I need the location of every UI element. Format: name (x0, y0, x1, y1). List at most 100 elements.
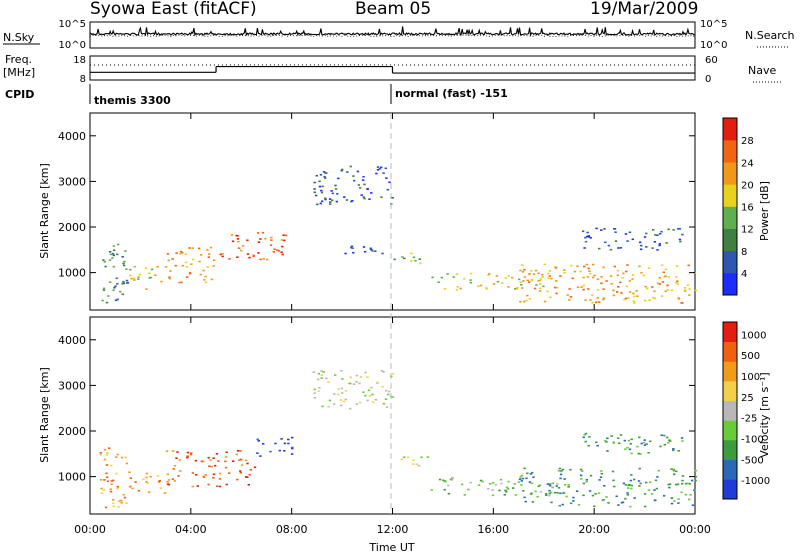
velocity-echo-cell (618, 442, 621, 444)
velocity-echo-cell (341, 392, 344, 394)
power-echo-cell (576, 286, 580, 288)
power-echo-cell (485, 287, 488, 289)
power-echo-cell (385, 177, 388, 179)
power-echo-cell (526, 279, 529, 282)
velocity-echo-cell (189, 453, 193, 456)
velocity-echo-cell (654, 479, 658, 482)
power-echo-cell (514, 288, 517, 290)
velocity-colorbar-swatch-6 (723, 361, 737, 382)
velocity-echo-cell (582, 494, 585, 497)
power-echo-cell (180, 281, 183, 284)
velocity-echo-cell (606, 450, 609, 452)
power-echo-cell (199, 254, 203, 256)
velocity-echo-cell (316, 378, 320, 381)
power-echo-cell (585, 263, 588, 266)
velocity-echo-cell (693, 489, 696, 491)
power-ytick-label-0: 1000 (58, 267, 86, 280)
power-echo-cell (619, 247, 623, 249)
power-echo-cell (660, 230, 663, 233)
velocity-echo-cell (688, 483, 692, 485)
power-echo-cell (537, 272, 540, 275)
power-echo-cell (341, 168, 344, 171)
velocity-echo-cell (212, 477, 215, 479)
power-echo-cell (418, 258, 421, 260)
velocity-echo-data (99, 370, 698, 509)
power-echo-cell (280, 239, 284, 241)
power-echo-cell (646, 287, 649, 290)
velocity-echo-cell (200, 460, 203, 463)
power-echo-cell (108, 281, 112, 283)
power-echo-cell (360, 194, 363, 196)
velocity-echo-cell (412, 459, 415, 461)
power-echo-cell (208, 253, 211, 255)
power-echo-cell (623, 298, 626, 301)
power-colorbar-tick-6: 28 (741, 136, 754, 147)
velocity-echo-cell (600, 470, 603, 472)
velocity-echo-cell (594, 493, 597, 495)
velocity-echo-cell (669, 440, 672, 442)
power-colorbar-tick-1: 8 (741, 247, 747, 258)
velocity-echo-cell (269, 450, 272, 453)
velocity-echo-cell (341, 378, 344, 380)
velocity-echo-cell (145, 481, 148, 483)
velocity-echo-cell (643, 444, 647, 446)
velocity-echo-cell (325, 377, 328, 380)
power-echo-cell (644, 285, 647, 288)
freq-trace (90, 64, 695, 74)
velocity-echo-cell (117, 506, 120, 508)
velocity-echo-cell (551, 486, 554, 489)
power-echo-cell (108, 251, 112, 253)
velocity-echo-cell (178, 459, 181, 461)
power-echo-cell (370, 248, 373, 251)
velocity-echo-cell (112, 502, 115, 505)
velocity-echo-cell (244, 476, 248, 478)
power-colorbar-tick-2: 12 (741, 225, 754, 236)
velocity-colorbar: 1000 500 100 25 -25 -100 -500 -1000 (722, 321, 770, 500)
power-echo-cell (596, 278, 600, 280)
velocity-echo-cell (204, 474, 207, 476)
velocity-echo-cell (491, 489, 494, 491)
time-axis-ticks: 00:00 04:00 08:00 12:00 16:00 20:00 00:00 (74, 113, 711, 536)
velocity-echo-cell (327, 381, 330, 383)
power-echo-cell (185, 266, 188, 268)
power-echo-cell (683, 287, 687, 289)
velocity-echo-cell (129, 477, 132, 479)
velocity-echo-cell (239, 470, 242, 472)
power-echo-cell (550, 277, 553, 280)
power-echo-cell (282, 234, 285, 236)
power-echo-cell (587, 267, 590, 270)
velocity-echo-cell (112, 505, 115, 507)
velocity-echo-cell (603, 485, 606, 487)
power-echo-cell (122, 280, 125, 283)
power-echo-cell (632, 292, 635, 295)
power-echo-cell (388, 181, 391, 184)
power-echo-cell (132, 277, 136, 280)
power-echo-cell (573, 270, 577, 273)
power-echo-cell (257, 241, 261, 243)
power-echo-cell (651, 247, 654, 249)
power-echo-cell (381, 252, 384, 255)
velocity-echo-cell (385, 406, 389, 408)
velocity-echo-cell (128, 471, 131, 473)
power-echo-cell (570, 264, 573, 267)
velocity-echo-cell (420, 456, 423, 459)
velocity-echo-cell (249, 469, 252, 471)
velocity-echo-cell (630, 474, 633, 476)
velocity-echo-cell (224, 460, 227, 463)
power-echo-cell (256, 232, 260, 234)
velocity-ytick-label-2: 3000 (58, 379, 86, 392)
velocity-echo-cell (172, 450, 175, 452)
power-echo-cell (609, 248, 613, 251)
velocity-echo-cell (544, 493, 548, 495)
power-echo-cell (124, 250, 127, 252)
velocity-echo-cell (239, 450, 242, 452)
velocity-echo-cell (112, 479, 115, 482)
power-echo-cell (371, 250, 374, 252)
velocity-echo-cell (526, 472, 529, 475)
velocity-echo-cell (479, 479, 483, 482)
velocity-echo-cell (637, 480, 641, 482)
power-echo-cell (262, 258, 265, 260)
power-echo-cell (324, 197, 327, 200)
velocity-echo-cell (236, 450, 240, 452)
velocity-echo-cell (569, 468, 572, 471)
